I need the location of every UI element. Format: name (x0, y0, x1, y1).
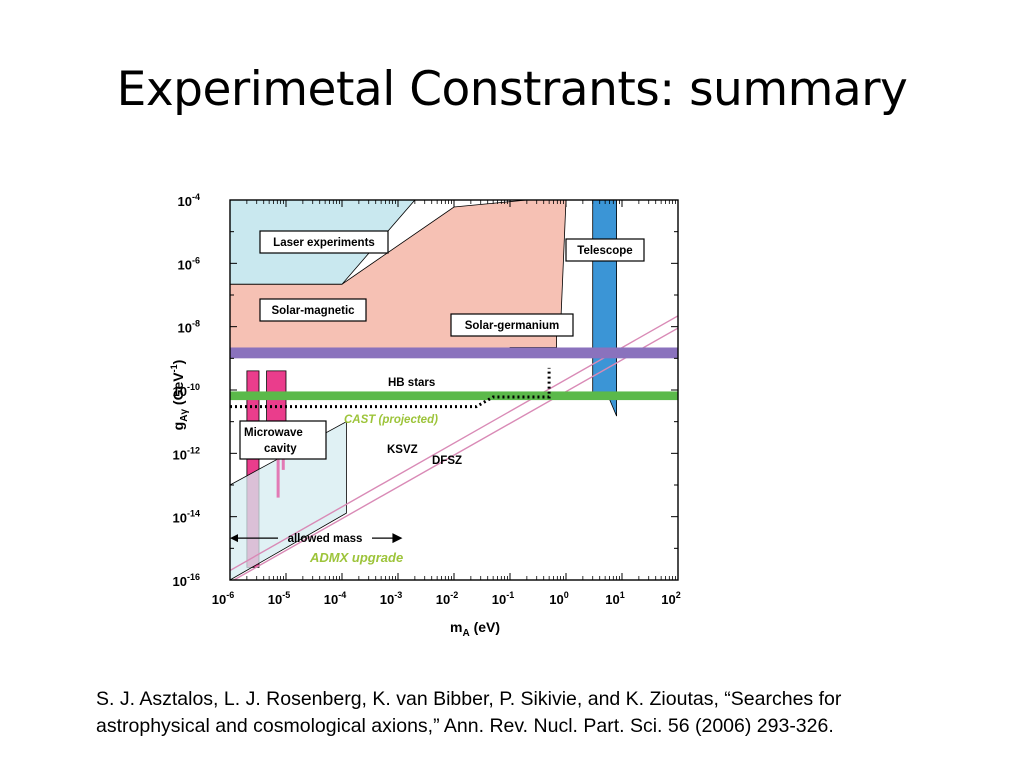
label-cavity: cavity (264, 443, 297, 455)
exclusion-regions (230, 200, 617, 580)
microwave-cavity-box (239, 420, 327, 460)
arrowhead-left (230, 534, 238, 543)
label-cast-projected: CAST (projected) (344, 414, 438, 426)
label-box-solar-magnetic (259, 298, 367, 322)
x-tick-label: 101 (605, 590, 624, 607)
plot-labels: Laser experiments Solar-magnetic Solar-ger… (230, 230, 645, 565)
x-axis-label: mA (eV) (450, 619, 500, 639)
citation-line-1: S. J. Asztalos, L. J. Rosenberg, K. van … (96, 688, 842, 710)
cast-dotted-line (230, 367, 551, 409)
y-tick-label: 10-10 (173, 382, 200, 399)
x-tick-label: 102 (661, 590, 680, 607)
y-tick-label: 10-8 (178, 319, 200, 336)
citation-line-2: astrophysical and cosmological axions,” … (96, 715, 834, 737)
band-hb-stars (230, 391, 678, 401)
x-tick-label: 10-5 (268, 590, 290, 607)
y-tick-label: 10-12 (173, 445, 200, 462)
y-tick-label: 10-4 (178, 192, 200, 209)
x-tick-label: 10-3 (380, 590, 402, 607)
line-dfsz (232, 327, 678, 580)
cavity-scan-1 (276, 421, 280, 498)
y-tick-label: 10-14 (173, 509, 200, 526)
label-box-solar-germanium (450, 313, 574, 337)
x-tick-label: 10-6 (212, 590, 234, 607)
label-solar-germanium: Solar-germanium (465, 320, 560, 332)
label-telescope: Telescope (577, 245, 632, 257)
y-axis-ticks: 10-16 10-14 10-12 10-10 10-8 10-6 10-4 (173, 192, 678, 589)
label-ksvz: KSVZ (387, 444, 418, 456)
x-tick-label: 10-2 (436, 590, 458, 607)
label-laser-experiments: Laser experiments (273, 237, 375, 249)
y-tick-label: 10-6 (178, 255, 200, 272)
label-solar-magnetic: Solar-magnetic (271, 305, 355, 317)
slide-title: Experimetal Constrants: summary (116, 62, 908, 117)
region-telescope-5 (592, 200, 617, 417)
label-admx-upgrade: ADMX upgrade (309, 550, 403, 565)
x-axis-ticks: 10-6 10-5 10-4 10-3 10-2 10-1 100 101 102 (212, 200, 681, 607)
cast-projected-line (230, 367, 551, 409)
x-tick-label: 10-4 (324, 590, 346, 607)
label-hb-stars: HB stars (388, 377, 435, 389)
exclusion-bands (230, 347, 678, 401)
band-solar-germanium (230, 347, 678, 359)
y-tick-label: 10-16 (173, 572, 200, 589)
label-box-telescope (565, 238, 645, 262)
axion-exclusion-plot: 10-6 10-5 10-4 10-3 10-2 10-1 100 101 102 10-161… (169, 192, 681, 639)
x-tick-label: 10-1 (492, 590, 514, 607)
label-box-laser-experiments (259, 230, 389, 254)
label-microwave: Microwave (244, 427, 303, 439)
citation: S. J. Asztalos, L. J. Rosenberg, K. van … (96, 686, 976, 740)
label-allowed-mass: allowed mass (288, 533, 363, 545)
y-axis-label: gAγ (GeV-1) (169, 360, 190, 431)
arrowhead-right (392, 533, 403, 544)
x-tick-label: 100 (549, 590, 568, 607)
label-dfsz: DFSZ (432, 455, 462, 467)
